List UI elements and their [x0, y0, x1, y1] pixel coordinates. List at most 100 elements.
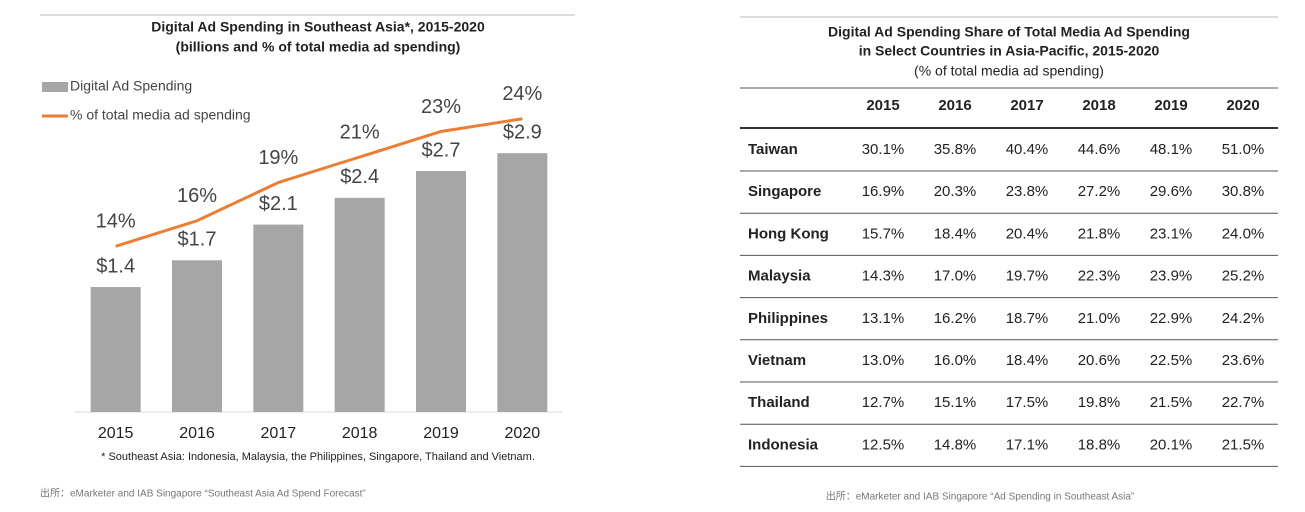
- table-title: Digital Ad Spending Share of Total Media…: [828, 24, 1190, 40]
- cell: 19.8%: [1078, 394, 1121, 411]
- cell: 17.5%: [1006, 394, 1049, 411]
- row-label: Thailand: [748, 394, 810, 411]
- cell: 18.4%: [1006, 352, 1049, 369]
- cell: 40.4%: [1006, 141, 1049, 158]
- cell: 51.0%: [1222, 141, 1265, 158]
- cell: 23.6%: [1222, 352, 1265, 369]
- cell: 22.7%: [1222, 394, 1265, 411]
- legend-label: Digital Ad Spending: [70, 78, 192, 94]
- x-tick-label: 2015: [98, 425, 134, 442]
- cell: 23.9%: [1150, 268, 1193, 285]
- source: 出所：eMarketer and IAB Singapore “Ad Spend…: [826, 490, 1135, 503]
- cell: 19.7%: [1006, 268, 1049, 285]
- chart-subtitle: (billions and % of total media ad spendi…: [176, 39, 461, 55]
- x-tick-label: 2017: [261, 425, 297, 442]
- row-label: Malaysia: [748, 268, 811, 285]
- bar: [253, 224, 304, 412]
- row-label: Vietnam: [748, 352, 806, 369]
- cell: 44.6%: [1078, 141, 1121, 158]
- cell: 24.0%: [1222, 225, 1265, 242]
- chart-title: Digital Ad Spending in Southeast Asia*, …: [151, 19, 485, 35]
- cell: 22.5%: [1150, 352, 1193, 369]
- cell: 48.1%: [1150, 141, 1193, 158]
- cell: 16.0%: [934, 352, 977, 369]
- row-label: Philippines: [748, 310, 828, 327]
- row-label: Taiwan: [748, 141, 798, 158]
- bar: [416, 171, 466, 412]
- cell: 13.0%: [862, 352, 905, 369]
- table-subtitle: (% of total media ad spending): [914, 63, 1104, 79]
- cell: 14.8%: [934, 436, 977, 453]
- cell: 20.1%: [1150, 436, 1193, 453]
- x-tick-label: 2019: [423, 425, 459, 442]
- value-label: 19%: [258, 147, 298, 169]
- line: [115, 117, 523, 248]
- column-header: 2017: [1010, 97, 1043, 114]
- column-header: 2020: [1226, 97, 1259, 114]
- row-label: Singapore: [748, 183, 821, 200]
- cell: 14.3%: [862, 268, 905, 285]
- source: 出所：eMarketer and IAB Singapore “Southeas…: [40, 487, 366, 500]
- row-label: Indonesia: [748, 436, 819, 453]
- row-label: Hong Kong: [748, 225, 829, 242]
- column-header: 2015: [866, 97, 899, 114]
- column-header: 2018: [1082, 97, 1115, 114]
- cell: 27.2%: [1078, 183, 1121, 200]
- cell: 18.8%: [1078, 436, 1121, 453]
- bar: [172, 260, 222, 412]
- value-label: 21%: [340, 121, 380, 143]
- cell: 20.6%: [1078, 352, 1121, 369]
- cell: 22.9%: [1150, 310, 1193, 327]
- footnote: * Southeast Asia: Indonesia, Malaysia, t…: [101, 451, 535, 463]
- cell: 30.1%: [862, 141, 905, 158]
- value-label: 23%: [421, 96, 461, 118]
- cell: 15.7%: [862, 225, 905, 242]
- cell: 21.5%: [1150, 394, 1193, 411]
- cell: 21.5%: [1222, 436, 1265, 453]
- value-label: $2.1: [259, 193, 298, 215]
- cell: 20.4%: [1006, 225, 1049, 242]
- legend-swatch: [42, 82, 68, 92]
- table-title: in Select Countries in Asia-Pacific, 201…: [859, 43, 1160, 59]
- value-label: $1.7: [178, 229, 217, 251]
- cell: 13.1%: [862, 310, 905, 327]
- cell: 29.6%: [1150, 183, 1193, 200]
- cell: 23.8%: [1006, 183, 1049, 200]
- cell: 22.3%: [1078, 268, 1121, 285]
- cell: 16.9%: [862, 183, 905, 200]
- column-header: 2016: [938, 97, 971, 114]
- cell: 12.5%: [862, 436, 905, 453]
- value-label: 14%: [96, 211, 136, 233]
- x-tick-label: 2020: [505, 425, 541, 442]
- cell: 16.2%: [934, 310, 977, 327]
- value-label: $2.9: [503, 121, 542, 143]
- column-header: 2019: [1154, 97, 1187, 114]
- value-label: 16%: [177, 185, 217, 207]
- value-label: 24%: [502, 83, 542, 105]
- cell: 17.1%: [1006, 436, 1049, 453]
- cell: 18.4%: [934, 225, 977, 242]
- value-label: $1.4: [96, 255, 135, 277]
- cell: 25.2%: [1222, 268, 1265, 285]
- bar: [497, 153, 548, 413]
- value-label: $2.7: [422, 139, 461, 161]
- cell: 12.7%: [862, 394, 905, 411]
- cell: 21.8%: [1078, 225, 1121, 242]
- cell: 23.1%: [1150, 225, 1193, 242]
- cell: 30.8%: [1222, 183, 1265, 200]
- cell: 20.3%: [934, 183, 977, 200]
- cell: 21.0%: [1078, 310, 1121, 327]
- cell: 18.7%: [1006, 310, 1049, 327]
- cell: 17.0%: [934, 268, 977, 285]
- bar: [334, 197, 385, 412]
- x-tick-label: 2018: [342, 425, 378, 442]
- cell: 15.1%: [934, 394, 977, 411]
- cell: 24.2%: [1222, 310, 1265, 327]
- value-label: $2.4: [340, 166, 379, 188]
- cell: 35.8%: [934, 141, 977, 158]
- x-tick-label: 2016: [179, 425, 215, 442]
- bar: [90, 287, 141, 412]
- legend-label: % of total media ad spending: [70, 107, 251, 123]
